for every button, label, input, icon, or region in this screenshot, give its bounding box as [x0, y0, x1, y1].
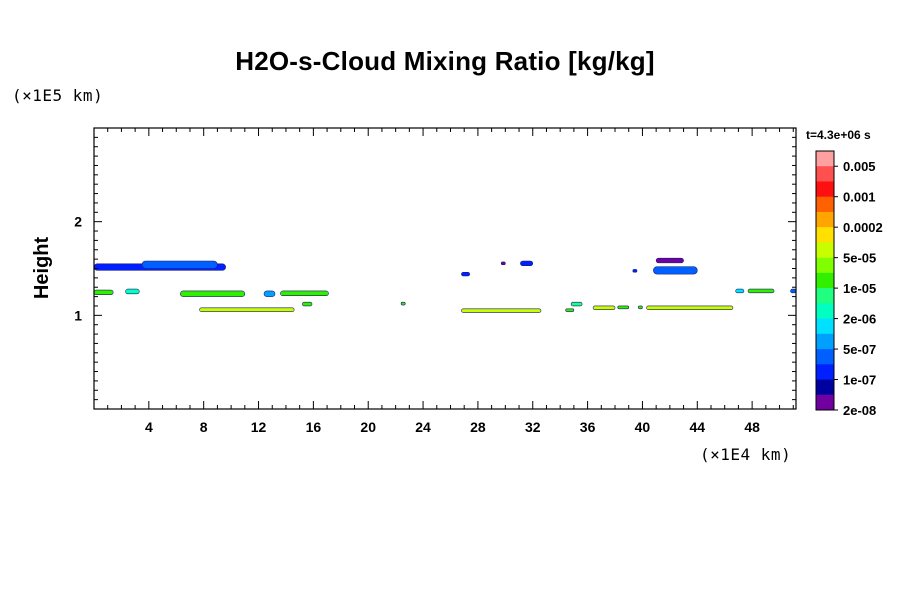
colorbar-label: 0.001	[843, 190, 876, 205]
colorbar-swatch	[816, 349, 834, 365]
colorbar-label: 1e-05	[843, 281, 876, 296]
plot-regions	[93, 257, 797, 313]
colorbar-swatch	[816, 242, 834, 258]
y-axis-label: Height	[31, 237, 53, 300]
cloud-region-15	[570, 301, 583, 307]
x-tick-label: 16	[306, 419, 322, 435]
colorbar: 0.005 0.001 0.0002 5e-05 1e-05 2e-06 5e-07 1e-0…	[815, 150, 883, 418]
colorbar-swatch	[816, 181, 834, 198]
colorbar-frame	[815, 150, 835, 411]
cloud-region-17	[617, 305, 630, 310]
colorbar-swatch	[816, 211, 834, 228]
cloud-region-6	[280, 290, 329, 296]
cloud-region-1	[141, 260, 218, 269]
chart-title: H2O-s-Cloud Mixing Ratio [kg/kg]	[235, 46, 655, 76]
x-tick-label: 40	[635, 419, 651, 435]
colorbar-swatch	[816, 394, 834, 411]
x-tick-label: 44	[689, 419, 705, 435]
time-label: t=4.3e+06 s	[806, 128, 871, 142]
x-tick-label: 4	[145, 419, 153, 435]
cloud-region-9	[400, 301, 406, 306]
colorbar-swatch	[816, 318, 834, 335]
x-axis: 4 8 12 16 20 24 28 32 36 40 44 48	[107, 128, 794, 435]
colorbar-label: 2e-08	[843, 403, 876, 418]
cloud-region-4	[180, 290, 246, 297]
cloud-region-2	[93, 289, 114, 296]
cloud-region-12	[500, 261, 506, 266]
cloud-region-14	[565, 308, 575, 312]
x-tick-label: 20	[360, 419, 376, 435]
cloud-region-7	[199, 307, 295, 312]
x-tick-label: 28	[470, 419, 486, 435]
y-axis-unit: (×1E5 km)	[12, 86, 104, 105]
colorbar-swatch	[816, 196, 834, 213]
x-tick-label: 8	[200, 419, 208, 435]
y-tick-label: 2	[74, 214, 82, 230]
colorbar-swatch	[816, 364, 834, 380]
cloud-region-16	[592, 305, 616, 311]
x-tick-label: 24	[415, 419, 431, 435]
y-tick-label: 1	[74, 307, 82, 323]
cloud-region-11	[520, 260, 534, 266]
colorbar-swatch	[816, 227, 834, 243]
x-axis-unit: (×1E4 km)	[700, 445, 792, 464]
cloud-region-20	[655, 257, 684, 264]
x-tick-label: 12	[251, 419, 267, 435]
y-axis: 12	[74, 136, 796, 401]
x-tick-label: 32	[525, 419, 541, 435]
cloud-region-13	[461, 308, 542, 313]
colorbar-label: 0.0002	[843, 220, 883, 235]
colorbar-label: 1e-07	[843, 373, 876, 388]
cloud-region-25	[790, 288, 797, 294]
colorbar-swatch	[816, 288, 834, 304]
cloud-region-3	[125, 288, 140, 295]
colorbar-label: 5e-05	[843, 251, 876, 266]
colorbar-swatch	[816, 379, 834, 396]
x-tick-label: 36	[580, 419, 596, 435]
cloud-region-19	[646, 305, 734, 311]
colorbar-swatch	[816, 151, 834, 167]
colorbar-swatch	[816, 166, 834, 182]
colorbar-swatch	[816, 303, 834, 319]
cloud-region-21	[653, 266, 698, 275]
cloud-region-24	[747, 288, 775, 294]
colorbar-swatch	[816, 333, 834, 350]
colorbar-label: 5e-07	[843, 342, 876, 357]
cloud-region-23	[735, 288, 745, 294]
colorbar-swatch	[816, 257, 834, 274]
cloud-region-18	[638, 305, 643, 310]
cloud-region-10	[461, 271, 470, 277]
cloud-region-22	[632, 269, 638, 273]
cloud-region-8	[302, 301, 313, 307]
cloud-region-5	[263, 290, 276, 297]
x-tick-label: 48	[744, 419, 760, 435]
colorbar-swatch	[816, 272, 834, 289]
colorbar-label: 0.005	[843, 159, 876, 174]
colorbar-label: 2e-06	[843, 312, 876, 327]
